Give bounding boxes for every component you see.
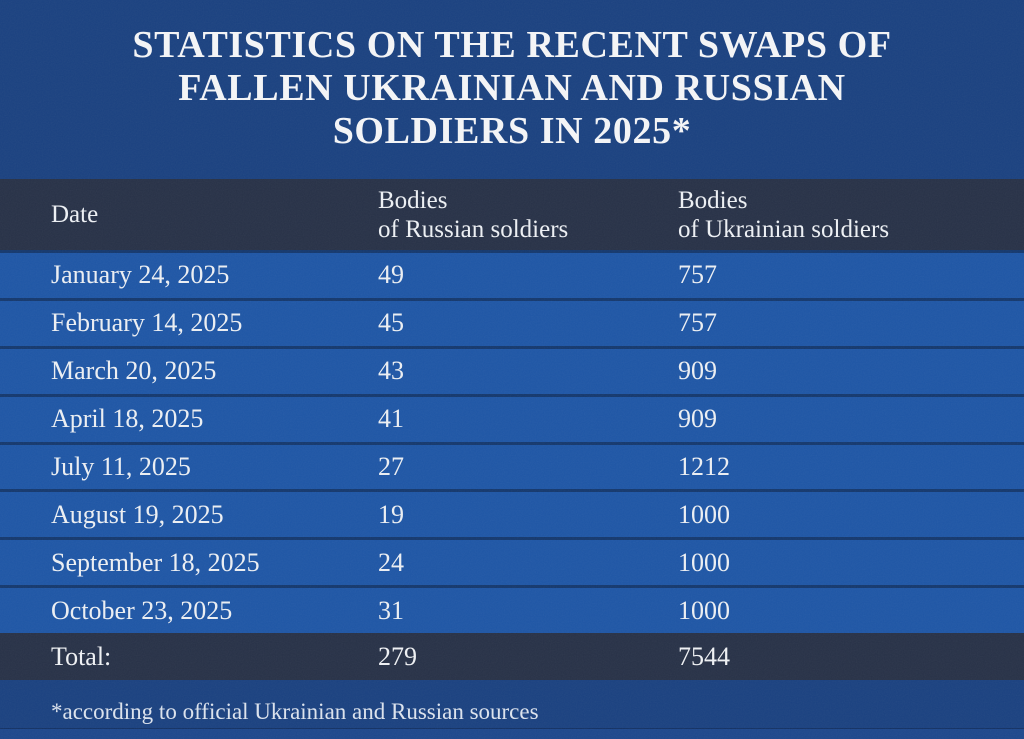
russian-count-cell: 43 bbox=[378, 356, 404, 386]
date-cell: September 18, 2025 bbox=[51, 547, 260, 577]
table-row: April 18, 2025 41 909 bbox=[0, 393, 1024, 442]
total-label: Total: bbox=[51, 641, 112, 671]
header-date: Date bbox=[51, 201, 99, 228]
source-footnote: *according to official Ukrainian and Rus… bbox=[51, 699, 539, 724]
title-line-3: SOLDIERS IN 2025* bbox=[332, 110, 692, 152]
date-cell: January 24, 2025 bbox=[51, 260, 230, 290]
ukrainian-count-cell: 1212 bbox=[678, 451, 730, 481]
ukrainian-count-cell: 757 bbox=[678, 308, 717, 338]
bottom-seam-divider bbox=[0, 728, 1024, 739]
table-row: July 11, 2025 27 1212 bbox=[0, 441, 1024, 490]
date-cell: July 11, 2025 bbox=[51, 451, 191, 481]
date-cell: August 19, 2025 bbox=[51, 499, 224, 529]
russian-count-cell: 27 bbox=[378, 451, 404, 481]
russian-count-cell: 31 bbox=[378, 595, 404, 625]
title-line-2: FALLEN UKRAINIAN AND RUSSIAN bbox=[178, 67, 846, 109]
ukrainian-count-cell: 909 bbox=[678, 356, 717, 386]
ukrainian-count-cell: 1000 bbox=[678, 499, 730, 529]
date-cell: October 23, 2025 bbox=[51, 595, 233, 625]
russian-count-cell: 45 bbox=[378, 308, 404, 338]
table-row: January 24, 2025 49 757 bbox=[0, 250, 1024, 298]
table-body: January 24, 2025 49 757 February 14, 202… bbox=[0, 250, 1024, 633]
table-row: August 19, 2025 19 1000 bbox=[0, 489, 1024, 538]
table-row: October 23, 2025 31 1000 bbox=[0, 585, 1024, 633]
ukrainian-count-cell: 909 bbox=[678, 404, 717, 434]
title-line-1: STATISTICS ON THE RECENT SWAPS OF bbox=[132, 24, 892, 66]
ukrainian-count-cell: 757 bbox=[678, 260, 717, 290]
russian-count-cell: 41 bbox=[378, 404, 404, 434]
header-ukrainian-bodies: Bodies of Ukrainian soldiers bbox=[678, 186, 890, 243]
russian-count-cell: 49 bbox=[378, 260, 404, 290]
russian-count-cell: 19 bbox=[378, 499, 404, 529]
total-ukrainian-count: 7544 bbox=[678, 641, 730, 671]
table-total-row: Total: 279 7544 bbox=[0, 633, 1024, 680]
ukrainian-count-cell: 1000 bbox=[678, 547, 730, 577]
table-header-row: Date Bodies of Russian soldiers Bodies o… bbox=[0, 179, 1024, 250]
ukrainian-count-cell: 1000 bbox=[678, 595, 730, 625]
total-russian-count: 279 bbox=[378, 641, 417, 671]
page-title: STATISTICS ON THE RECENT SWAPS OF FALLEN… bbox=[0, 24, 1024, 153]
header-russian-bodies: Bodies of Russian soldiers bbox=[378, 186, 569, 243]
date-cell: March 20, 2025 bbox=[51, 356, 217, 386]
table-row: March 20, 2025 43 909 bbox=[0, 345, 1024, 394]
russian-count-cell: 24 bbox=[378, 547, 404, 577]
table-row: September 18, 2025 24 1000 bbox=[0, 537, 1024, 586]
table-row: February 14, 2025 45 757 bbox=[0, 297, 1024, 346]
date-cell: February 14, 2025 bbox=[51, 308, 243, 338]
date-cell: April 18, 2025 bbox=[51, 404, 204, 434]
